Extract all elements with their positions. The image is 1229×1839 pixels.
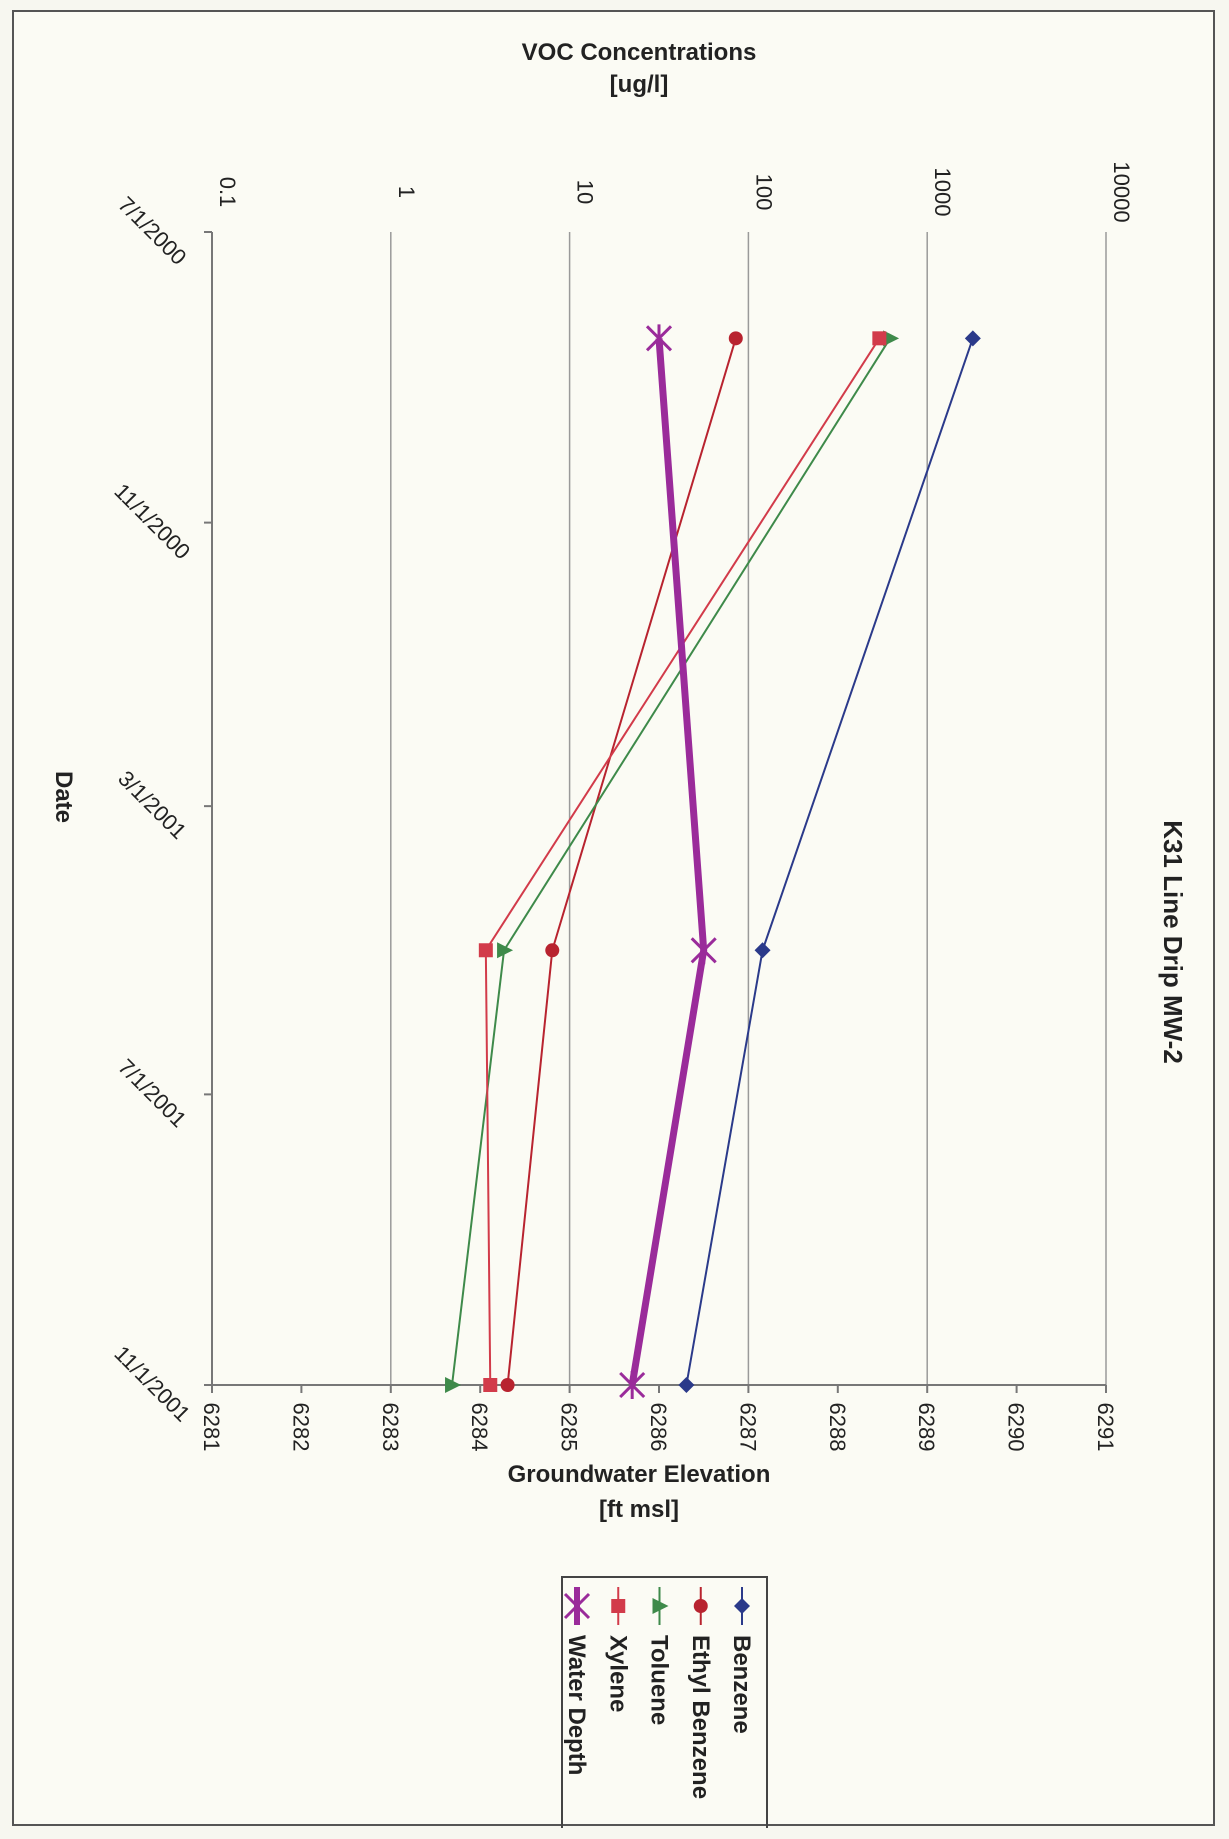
legend-marker xyxy=(611,1599,626,1613)
legend-marker xyxy=(693,1599,708,1613)
elevation-tick-label: 6286 xyxy=(646,1403,671,1452)
date-tick-label: 3/1/2001 xyxy=(113,766,191,844)
data-point-water-depth xyxy=(619,1371,646,1399)
series-line-water-depth xyxy=(628,338,708,1386)
voc-tick-label: 1 xyxy=(394,186,419,198)
data-point-toluene xyxy=(445,1377,462,1393)
data-point-xylene xyxy=(483,1378,498,1392)
legend-marker xyxy=(563,1592,591,1620)
elevation-tick-label: 6285 xyxy=(557,1403,582,1452)
legend-label: Toluene xyxy=(646,1635,673,1725)
data-point-xylene xyxy=(478,943,493,958)
voc-tick-label: 10 xyxy=(573,180,598,204)
elevation-tick-label: 6290 xyxy=(1004,1403,1029,1452)
date-tick-label: 11/1/2000 xyxy=(109,478,195,564)
data-point-xylene xyxy=(872,331,887,346)
data-point-benzene xyxy=(678,1377,695,1393)
data-point-ethyl-benzene xyxy=(728,331,743,346)
data-point-ethyl-benzene xyxy=(500,1378,515,1392)
voc-axis-unit: [ug/l] xyxy=(610,71,669,98)
voc-tick-label: 0.1 xyxy=(215,177,240,208)
data-point-toluene xyxy=(497,942,514,959)
elevation-axis-unit: [ft msl] xyxy=(599,1496,679,1523)
elevation-tick-label: 6288 xyxy=(825,1403,850,1452)
chart-frame: K31 Line Drip MW-2 VOC Concentrations [u… xyxy=(12,10,1215,1828)
data-point-ethyl-benzene xyxy=(545,943,560,958)
date-tick-label: 7/1/2001 xyxy=(113,1054,191,1132)
elevation-axis-title: Groundwater Elevation xyxy=(508,1461,771,1488)
date-axis-title: Date xyxy=(50,771,77,823)
voc-axis-title: VOC Concentrations xyxy=(522,39,757,66)
voc-tick-label: 1000 xyxy=(930,168,955,217)
data-point-benzene xyxy=(754,942,771,959)
elevation-tick-label: 6281 xyxy=(199,1403,224,1452)
legend-label: Water Depth xyxy=(563,1635,590,1775)
voc-tick-label: 100 xyxy=(751,174,776,211)
legend-label: Benzene xyxy=(728,1635,755,1734)
elevation-tick-label: 6289 xyxy=(914,1403,939,1452)
legend-box xyxy=(561,1576,768,1828)
chart: K31 Line Drip MW-2 VOC Concentrations [u… xyxy=(50,39,1188,1828)
chart-title: K31 Line Drip MW-2 xyxy=(1158,820,1188,1064)
legend-marker xyxy=(734,1598,750,1614)
data-point-benzene xyxy=(964,330,981,347)
voc-tick-label: 10000 xyxy=(1109,161,1134,222)
data-point-water-depth xyxy=(645,324,673,353)
date-tick-label: 7/1/2000 xyxy=(113,192,191,270)
legend-marker xyxy=(652,1598,669,1614)
series-line-benzene xyxy=(685,337,974,1386)
legend-label: Ethyl Benzene xyxy=(687,1635,714,1799)
elevation-tick-label: 6284 xyxy=(467,1403,492,1452)
data-point-water-depth xyxy=(690,936,717,965)
elevation-tick-label: 6282 xyxy=(288,1403,313,1452)
elevation-tick-label: 6287 xyxy=(735,1403,760,1452)
date-tick-label: 11/1/2001 xyxy=(109,1341,195,1427)
data-point-toluene xyxy=(883,330,900,347)
elevation-tick-label: 6291 xyxy=(1093,1403,1118,1452)
elevation-tick-label: 6283 xyxy=(378,1403,403,1452)
legend-label: Xylene xyxy=(604,1635,631,1712)
series-line-xylene xyxy=(484,337,881,1386)
